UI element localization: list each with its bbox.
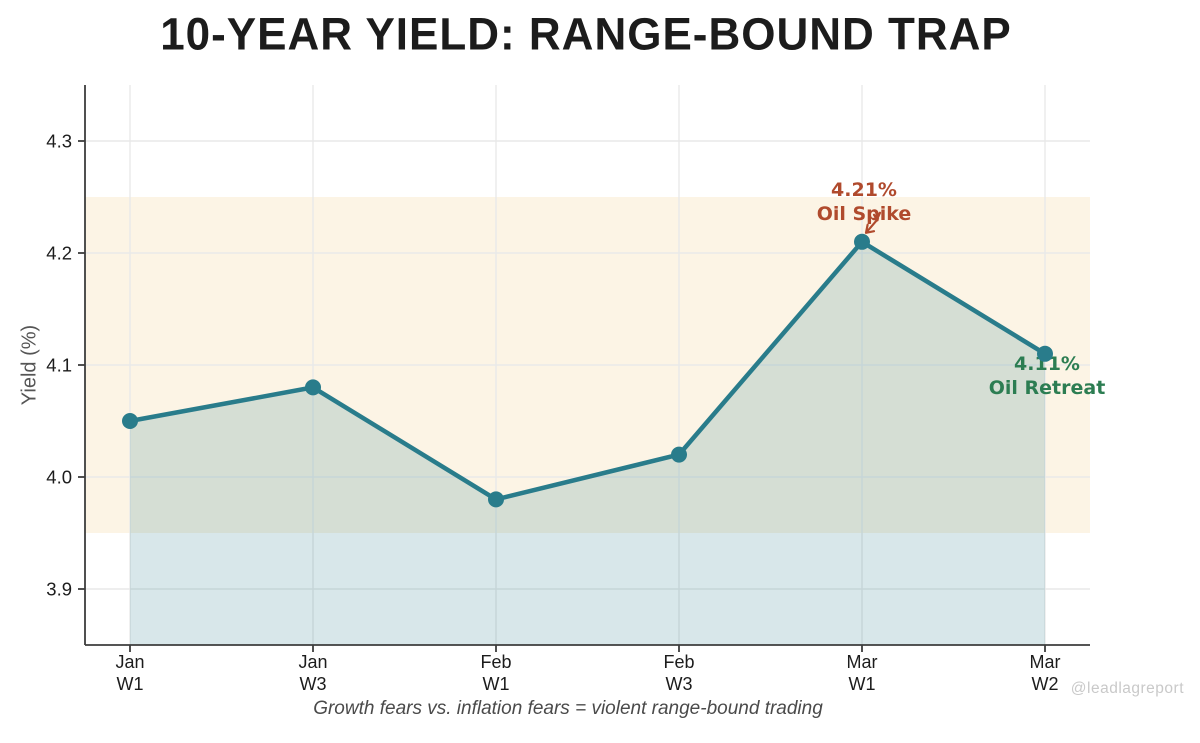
x-tick-label: Mar W1 <box>847 652 878 694</box>
y-tick-label: 4.1 <box>46 355 72 376</box>
x-tick-label: Jan W3 <box>298 652 327 694</box>
yield-line <box>127 239 1048 502</box>
data-point <box>488 491 504 508</box>
x-tick-label: Feb W1 <box>480 652 511 694</box>
chart-subtitle: Growth fears vs. inflation fears = viole… <box>313 698 823 719</box>
annotation-text: 4.11% Oil Retreat <box>989 353 1106 399</box>
data-point <box>1037 345 1053 362</box>
y-tick-label: 4.2 <box>46 243 72 264</box>
y-axis-title: Yield (%) <box>18 324 41 406</box>
x-tick-label: Mar W2 <box>1030 652 1061 694</box>
data-point <box>305 379 321 396</box>
y-tick-label: 3.9 <box>46 579 72 600</box>
data-point <box>671 446 687 463</box>
data-point <box>122 413 138 429</box>
chart-title: 10-YEAR YIELD: RANGE-BOUND TRAP <box>160 9 1012 60</box>
data-point <box>854 233 870 250</box>
x-tick-label: Feb W3 <box>663 652 694 694</box>
y-tick-label: 4.3 <box>46 131 72 152</box>
annotation-arrow <box>864 211 882 234</box>
y-tick-label: 4.0 <box>46 467 72 488</box>
watermark: @leadlagreport <box>1070 680 1184 697</box>
annotation-text: 4.21% Oil Spike <box>817 179 912 225</box>
x-tick-label: Jan W1 <box>115 652 144 694</box>
area-fill <box>130 241 1045 646</box>
